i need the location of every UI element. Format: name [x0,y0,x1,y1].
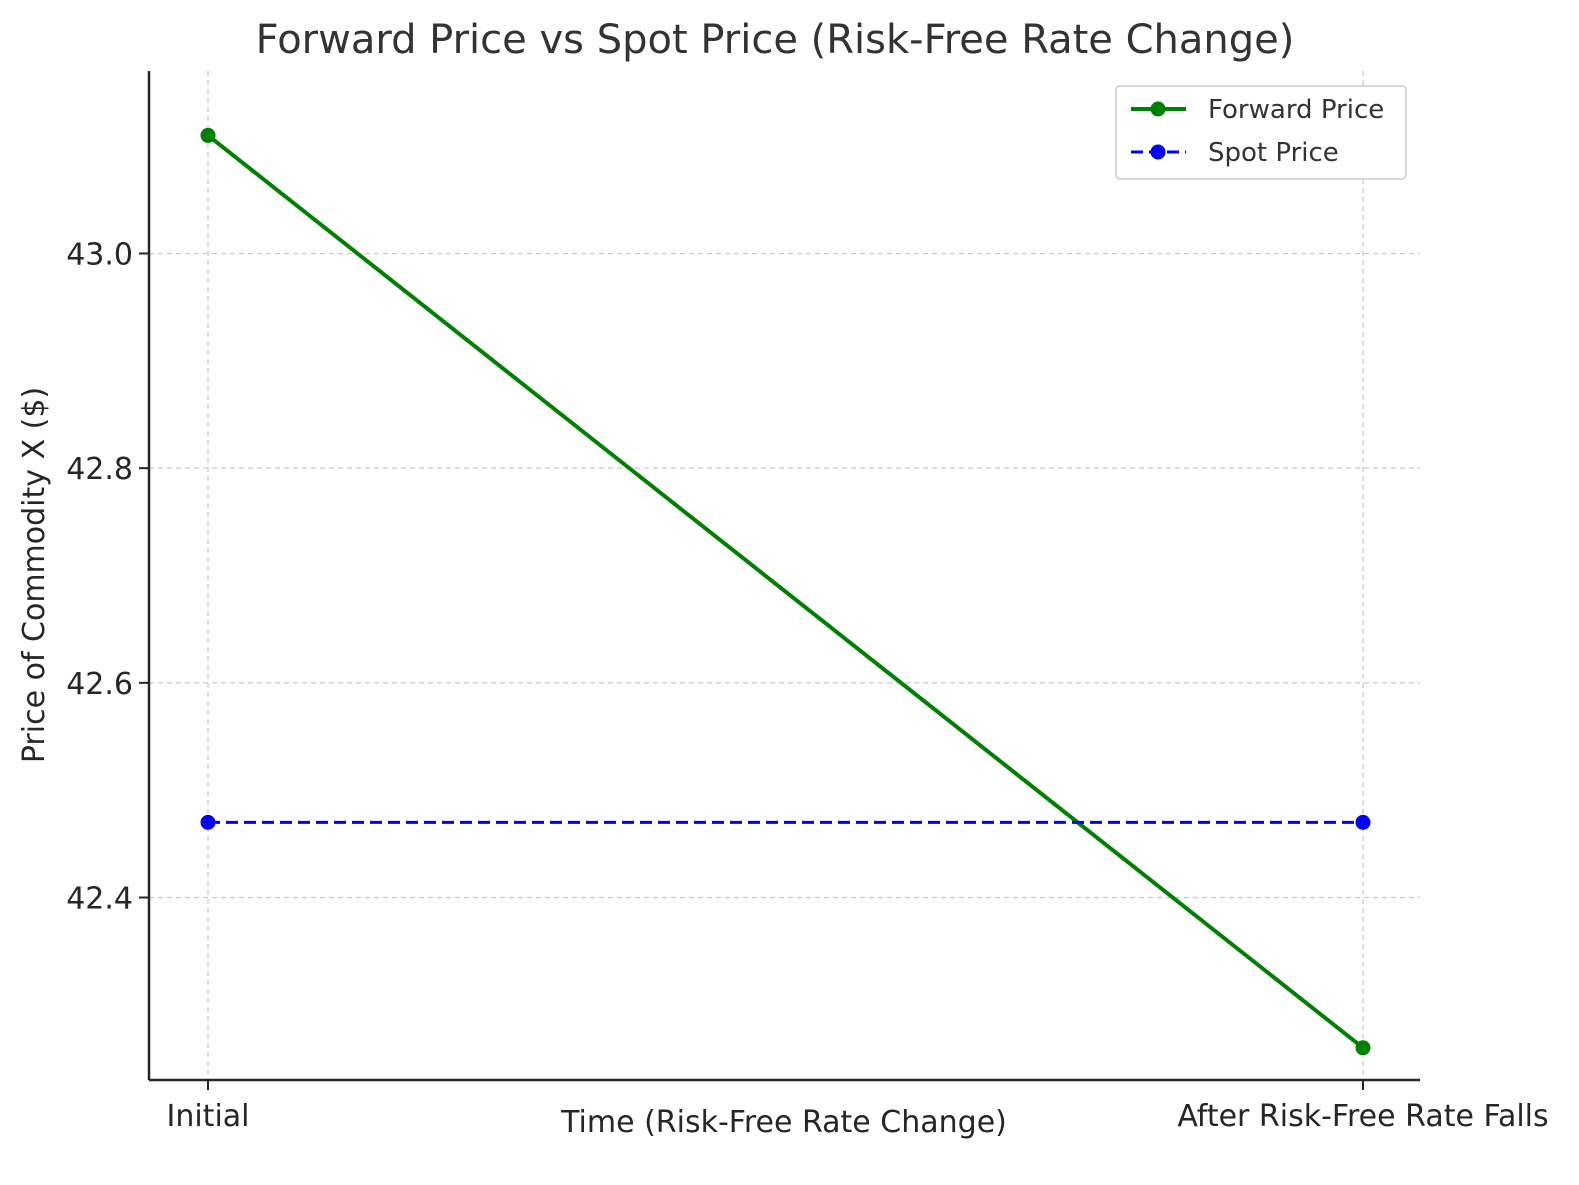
x-tick-label: Initial [166,1099,249,1134]
y-axis-ticks: 42.4 42.6 42.8 43.0 [66,237,149,917]
gridlines [149,71,1420,1080]
forward-price-point [200,127,216,143]
legend-forward-price-label: Forward Price [1208,95,1384,125]
chart-title: Forward Price vs Spot Price (Risk-Free R… [256,17,1295,63]
y-tick-label: 42.8 [66,452,133,487]
legend-spot-price-label: Spot Price [1208,138,1339,168]
spot-price-point [200,814,216,830]
legend-box [1115,85,1407,180]
y-tick-label: 43.0 [66,237,133,272]
x-tick-label: After Risk-Free Rate Falls [1177,1099,1548,1134]
y-axis-label: Price of Commodity X ($) [17,387,52,763]
x-axis-label: Time (Risk-Free Rate Change) [560,1105,1007,1140]
y-tick-label: 42.6 [66,667,133,702]
series-layer [200,127,1371,1056]
legend-spot-price-marker [1150,144,1166,160]
legend: Forward Price Spot Price [1115,85,1407,180]
forward-price-point [1355,1040,1371,1056]
y-tick-label: 42.4 [66,882,133,917]
x-axis-ticks: Initial After Risk-Free Rate Falls [166,1080,1549,1134]
legend-forward-price-marker [1150,101,1166,117]
spot-price-point [1355,814,1371,830]
forward-price-line [206,133,1365,1050]
